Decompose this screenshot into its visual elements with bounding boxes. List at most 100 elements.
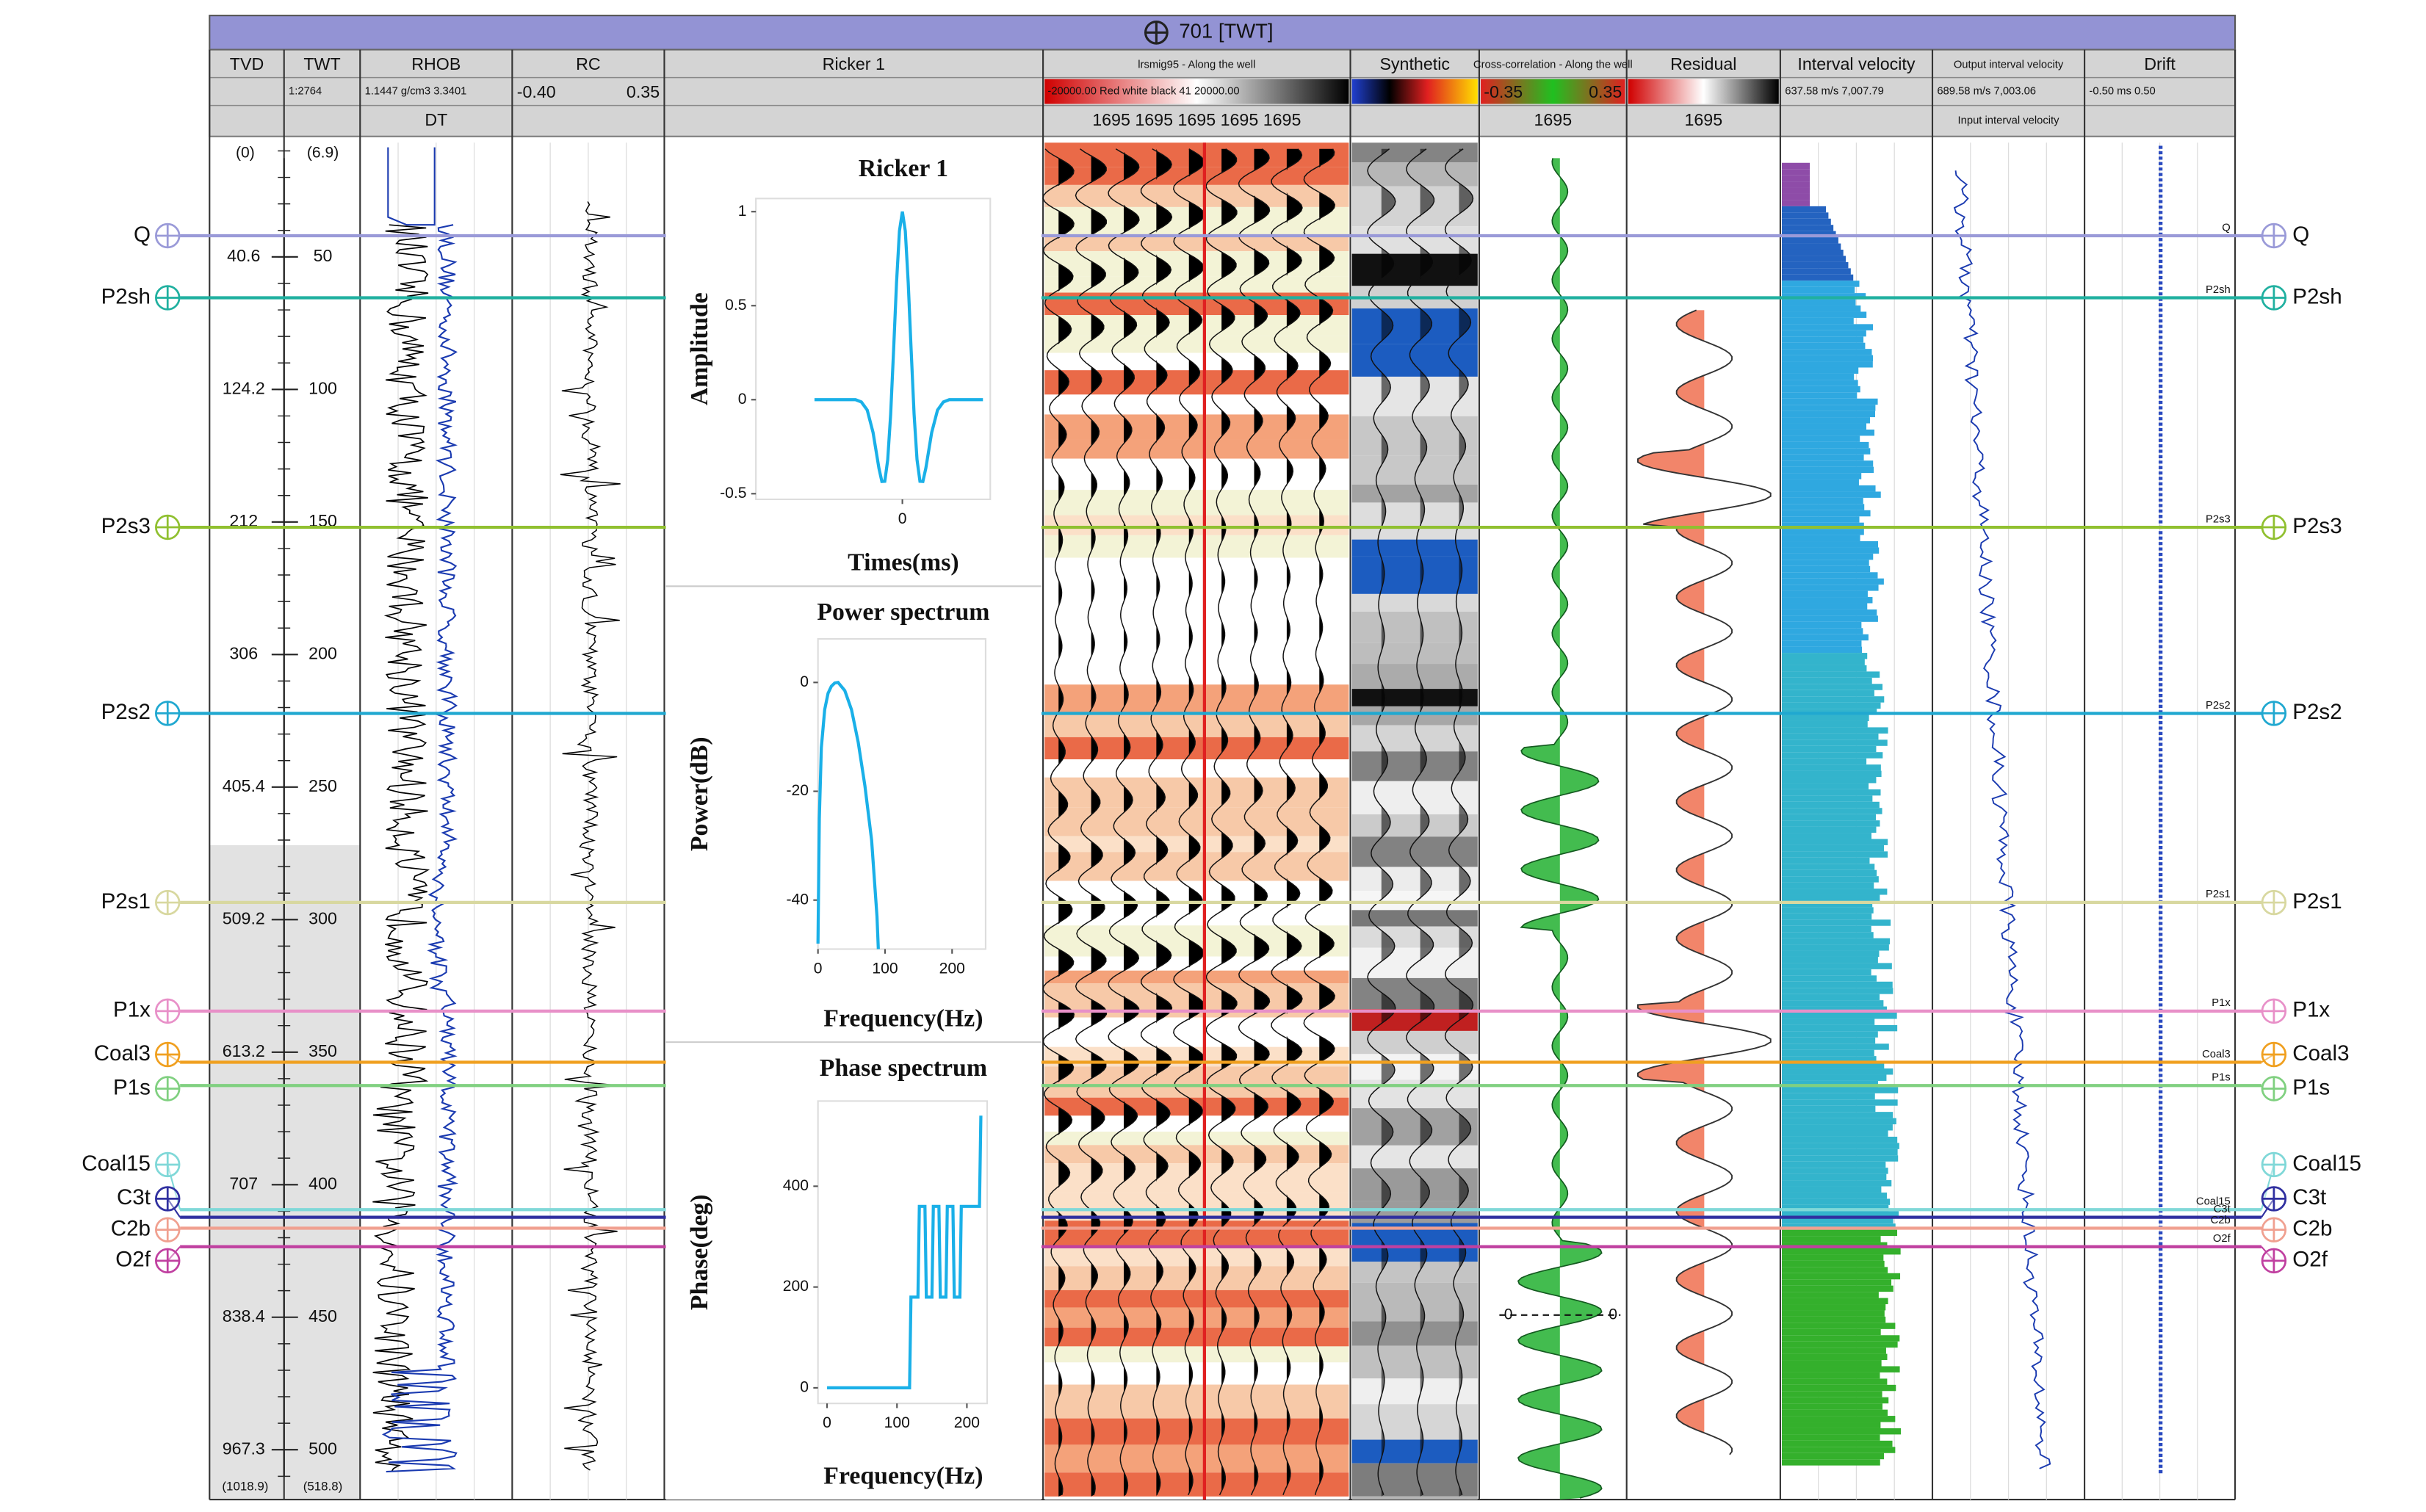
wavelet-panel: [665, 142, 1041, 1500]
column-scale: 637.58 m/s 7,007.79: [1785, 86, 1884, 98]
velocity-bar: [1782, 1372, 1880, 1379]
twt-label: 50: [314, 246, 333, 265]
x-tick-label: 0: [814, 960, 823, 977]
velocity-bar: [1782, 1013, 1897, 1019]
synthetic-trace: [1444, 148, 1474, 1495]
velocity-bar: [1782, 1254, 1884, 1261]
synthetic-band: [1351, 867, 1478, 891]
velocity-bar: [1782, 473, 1862, 480]
twt-label: 450: [308, 1306, 337, 1325]
velocity-bar: [1782, 789, 1881, 796]
velocity-bar: [1782, 795, 1873, 802]
horizon-label: O2f: [115, 1248, 151, 1272]
velocity-bar: [1782, 175, 1811, 182]
velocity-bar: [1782, 1310, 1885, 1317]
velocity-bar: [1782, 448, 1871, 455]
y-tick-label: 1: [738, 203, 747, 220]
synthetic-trace-fill: [1459, 148, 1473, 1497]
velocity-bar: [1782, 1155, 1899, 1162]
velocity-bar: [1782, 1341, 1898, 1348]
rhob-top: [387, 147, 436, 226]
horizon-tag: P2s2: [2206, 700, 2231, 712]
velocity-bar: [1782, 1236, 1881, 1242]
velocity-bar: [1782, 380, 1858, 386]
colorbar: [1628, 79, 1779, 104]
velocity-bar: [1782, 665, 1867, 672]
horizon-tag: P2sh: [2206, 284, 2231, 296]
velocity-bar: [1782, 317, 1854, 325]
seismic-band: [1044, 759, 1349, 778]
y-tick-label: 200: [783, 1278, 809, 1295]
synthetic-band: [1351, 910, 1478, 927]
synthetic-band: [1351, 593, 1478, 612]
horizon-label: O2f: [2292, 1248, 2328, 1272]
velocity-bar: [1782, 889, 1888, 895]
dt-curve: [381, 224, 459, 1473]
horizon-icon-cross: [156, 1249, 180, 1273]
twt-label: 350: [308, 1041, 337, 1060]
chart-title: Phase spectrum: [820, 1055, 987, 1082]
seismic-band: [1044, 641, 1349, 655]
velocity-bar: [1782, 510, 1871, 517]
seismic-band: [1044, 1307, 1349, 1328]
column-scale: 1:2764: [289, 86, 322, 98]
seismic-band: [1044, 1220, 1349, 1248]
column-name: RC: [576, 54, 601, 73]
x-tick-label: 200: [954, 1414, 980, 1431]
synthetic-band: [1351, 664, 1478, 690]
horizon-icon-cross: [2262, 701, 2286, 726]
y-axis-label: Phase(deg): [686, 1194, 713, 1310]
velocity-bar: [1782, 1434, 1880, 1441]
x-axis-label: Frequency(Hz): [823, 1462, 983, 1489]
velocity-bar: [1782, 820, 1880, 827]
velocity-bar: [1782, 1403, 1883, 1410]
velocity-bar: [1782, 274, 1854, 281]
column-name: Output interval velocity: [1954, 59, 2064, 71]
velocity-bar: [1782, 1161, 1886, 1168]
y-tick-label: 0: [738, 391, 747, 408]
tvd-label: 967.3: [223, 1439, 265, 1458]
tvd-label: 613.2: [223, 1041, 265, 1060]
velocity-bar: [1782, 466, 1874, 474]
column-name: Synthetic: [1379, 54, 1450, 73]
seismic-band: [1044, 1115, 1349, 1132]
colorbar: [1481, 79, 1625, 104]
velocity-bar: [1782, 783, 1869, 789]
synthetic-band: [1351, 1378, 1478, 1405]
velocity-bar: [1782, 1416, 1896, 1422]
twt-label: 100: [308, 378, 337, 397]
velocity-bar: [1782, 864, 1875, 870]
velocity-bar: [1782, 1391, 1882, 1397]
tvd-label: 306: [229, 643, 258, 662]
horizon-icon-cross: [2262, 1249, 2286, 1273]
velocity-bar: [1782, 330, 1866, 337]
velocity-bar: [1782, 1180, 1892, 1187]
column-name: Residual: [1670, 54, 1736, 73]
x-tick-label: 100: [872, 960, 898, 977]
velocity-bar: [1782, 1105, 1876, 1113]
velocity-bar: [1782, 1316, 1886, 1323]
velocity-bar: [1782, 547, 1880, 554]
velocity-bar: [1782, 956, 1878, 963]
velocity-bar: [1782, 1397, 1889, 1404]
velocity-bar: [1782, 733, 1879, 740]
horizon-icon-cross: [156, 224, 180, 247]
y-axis-label: Power(dB): [686, 737, 713, 851]
column-sub: Input interval velocity: [1958, 115, 2060, 127]
velocity-bar: [1782, 281, 1860, 287]
horizon-tag: P2s3: [2206, 513, 2231, 525]
velocity-bar: [1782, 1328, 1881, 1336]
velocity-bar: [1782, 286, 1855, 294]
velocity-bar: [1782, 585, 1879, 591]
synthetic-band: [1351, 814, 1478, 837]
horizon-label: C3t: [117, 1185, 151, 1209]
velocity-bar: [1782, 1211, 1899, 1218]
seismic-trace: [1238, 148, 1271, 1496]
velocity-bar: [1782, 1186, 1882, 1193]
velocity-bar: [1782, 907, 1874, 914]
seismic-band: [1044, 1384, 1349, 1419]
velocity-bar: [1782, 410, 1875, 418]
velocity-bar: [1782, 386, 1860, 393]
velocity-bar: [1782, 1260, 1885, 1267]
velocity-bar: [1782, 615, 1878, 622]
